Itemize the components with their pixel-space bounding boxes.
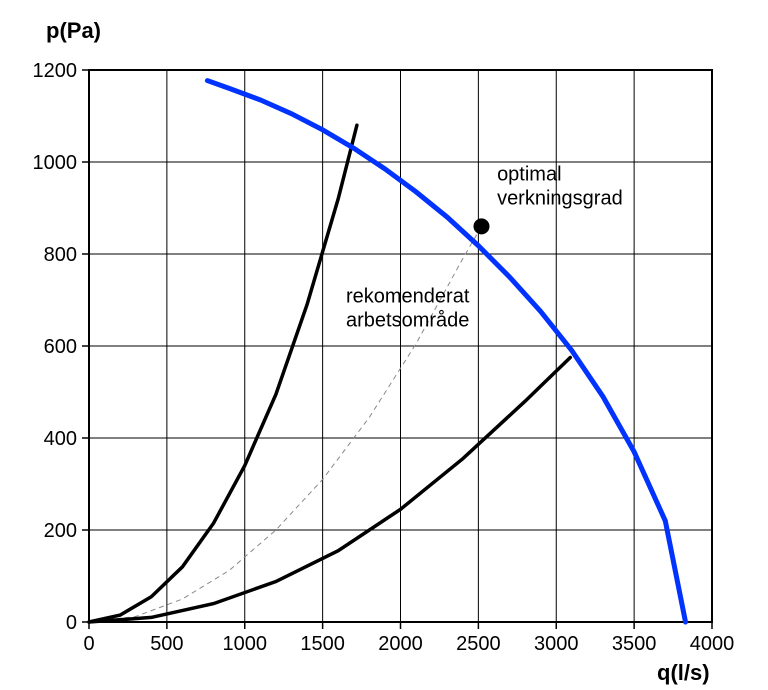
x-tick-label: 1500 [300,633,345,655]
optimal-point-marker [473,218,489,234]
x-tick-label: 2000 [378,633,423,655]
optimal-efficiency-label-2: verkningsgrad [497,187,623,209]
x-tick-label: 0 [83,633,94,655]
x-tick-label: 3500 [612,633,657,655]
x-tick-label: 3000 [534,633,579,655]
y-tick-label: 1000 [33,152,78,174]
y-tick-label: 0 [66,612,77,634]
x-tick-label: 1000 [223,633,268,655]
chart-container: 0 500 1000 1500 2000 2500 3000 3500 4000 0 200 400 6… [0,0,768,690]
y-axis-title: p(Pa) [46,18,101,43]
x-axis-title: q(l/s) [657,660,710,685]
optimal-efficiency-label: optimal [497,163,561,185]
y-tick-label: 800 [44,244,77,266]
y-tick-label: 400 [44,428,77,450]
y-tick-label: 1200 [33,60,78,82]
x-tick-label: 500 [150,633,183,655]
fan-curve-chart: 0 500 1000 1500 2000 2500 3000 3500 4000 0 200 400 6… [0,0,768,690]
x-tick-label: 2500 [456,633,501,655]
recommended-range-label-2: arbetsområde [346,309,469,331]
y-tick-label: 600 [44,336,77,358]
recommended-range-label: rekomenderat [346,285,470,307]
x-tick-label: 4000 [690,633,735,655]
y-tick-label: 200 [44,520,77,542]
